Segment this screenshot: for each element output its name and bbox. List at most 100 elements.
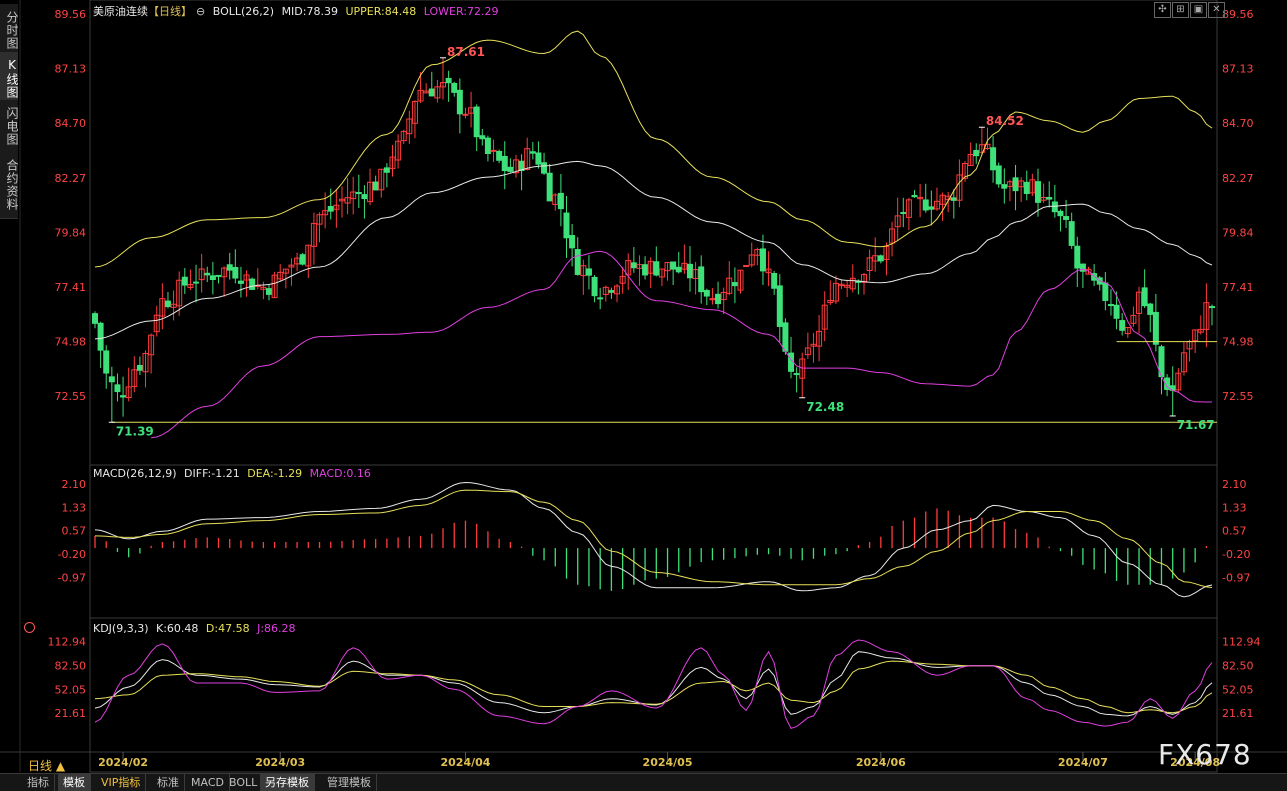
candle-body	[159, 298, 166, 317]
candle-body	[316, 214, 323, 225]
candle-body	[580, 265, 587, 277]
x-tick-label: 2024/07	[1058, 756, 1108, 769]
price-tick-label-right: 72.55	[1222, 390, 1254, 403]
candle-body	[748, 254, 755, 266]
bottom-tab[interactable]: MACD	[186, 774, 230, 791]
period-selector[interactable]: 日线 ▲	[28, 759, 66, 773]
candle-body	[1029, 179, 1036, 194]
candle-body	[518, 160, 525, 171]
macd-tick-label-left: 2.10	[62, 478, 87, 491]
candle-body	[715, 293, 722, 305]
macd-tick-label-left: -0.20	[58, 548, 86, 561]
candle-body	[131, 369, 138, 388]
candle-body	[995, 165, 1002, 185]
collapse-icon[interactable]: ⊖	[196, 5, 206, 18]
candle-body	[400, 130, 407, 142]
candle-body	[299, 254, 306, 265]
zoom-icon[interactable]: ⊞	[1172, 2, 1189, 18]
x-tick-label: 2024/02	[98, 756, 148, 769]
macd-value: MACD:0.16	[309, 467, 371, 480]
candle-body	[193, 281, 200, 284]
candle-body	[271, 274, 278, 299]
bottom-toolbar: 指标 模板 VIP指标 标准 MACD BOLL 另存模板 管理模板	[0, 773, 1287, 791]
candle-body	[237, 280, 244, 284]
tab-intraday[interactable]: 分时图	[0, 4, 19, 57]
tab-contract-info[interactable]: 合约资料	[0, 152, 19, 219]
plot-frame	[89, 0, 1218, 773]
candle-body	[378, 168, 385, 191]
price-tick-label-right: 79.84	[1222, 226, 1254, 239]
candle-body	[1068, 221, 1075, 246]
candle-body	[260, 286, 267, 290]
bottom-tab[interactable]: BOLL	[224, 774, 264, 791]
bottom-tab[interactable]: 模板	[58, 774, 91, 791]
candle-body	[451, 83, 458, 93]
candle-body	[305, 244, 312, 267]
candle-body	[602, 286, 609, 295]
bottom-tab[interactable]: 另存模板	[260, 774, 315, 791]
bottom-tab[interactable]: VIP指标	[96, 774, 147, 791]
candle-body	[658, 268, 665, 278]
candle-body	[585, 268, 592, 276]
candle-body	[440, 82, 447, 88]
candle-body	[1034, 181, 1041, 203]
candle-body	[1147, 303, 1154, 315]
high-annotation: 84.52	[986, 114, 1024, 128]
candle-body	[703, 289, 710, 297]
candle-body	[473, 106, 480, 138]
macd-dea-line	[94, 489, 1213, 588]
x-tick-label: 2024/04	[440, 756, 490, 769]
candle-body	[1001, 184, 1008, 189]
kdj-settings-icon[interactable]	[24, 622, 35, 633]
candle-body	[810, 343, 817, 347]
candle-body	[990, 147, 997, 171]
tab-lightning[interactable]: 闪电图	[0, 100, 19, 153]
kdj-k: K:60.48	[156, 622, 199, 635]
crosshair-icon[interactable]: ✣	[1154, 2, 1171, 18]
candle-body	[496, 150, 503, 161]
bottom-tab[interactable]: 标准	[152, 774, 185, 791]
candle-body	[1085, 268, 1092, 275]
kdj-tick-label-right: 52.05	[1222, 683, 1254, 696]
macd-diff: DIFF:-1.21	[184, 467, 240, 480]
candle-body	[771, 273, 778, 289]
bottom-tab[interactable]: 管理模板	[322, 774, 377, 791]
candle-body	[670, 261, 677, 270]
candle-body	[860, 274, 867, 283]
high-annotation: 87.61	[447, 45, 485, 59]
candle-body	[574, 249, 581, 275]
macd-tick-label-right: 0.57	[1222, 525, 1247, 538]
candle-body	[743, 265, 750, 268]
candle-body	[619, 275, 626, 284]
candle-body	[249, 278, 256, 290]
macd-tick-label-right: 2.10	[1222, 478, 1247, 491]
candle-body	[350, 191, 357, 200]
instrument-title: 美原油连续	[93, 5, 148, 18]
boll-lower-line	[151, 250, 1212, 439]
period-label: 【日线】	[148, 5, 192, 18]
candle-body	[625, 260, 632, 276]
boll-lower: LOWER:72.29	[423, 5, 499, 18]
candle-body	[1040, 197, 1047, 201]
candle-body	[754, 249, 761, 256]
candle-body	[1074, 245, 1081, 269]
candle-body	[844, 284, 851, 288]
macd-tick-label-right: 1.33	[1222, 502, 1247, 515]
candle-body	[647, 260, 654, 274]
candle-body	[142, 352, 149, 373]
candle-body	[484, 137, 491, 155]
candle-body	[569, 235, 576, 249]
candle-body	[933, 200, 940, 210]
candle-body	[456, 89, 463, 115]
close-icon[interactable]: ✕	[1208, 2, 1225, 18]
candle-body	[664, 261, 671, 272]
candle-body	[720, 291, 727, 301]
tab-kline[interactable]: K线图	[0, 52, 19, 105]
candle-body	[557, 192, 564, 210]
restore-icon[interactable]: ▣	[1190, 2, 1207, 18]
candle-body	[181, 276, 188, 286]
candle-body	[1192, 329, 1199, 342]
candle-body	[125, 386, 132, 399]
bottom-tab[interactable]: 指标	[22, 774, 55, 791]
